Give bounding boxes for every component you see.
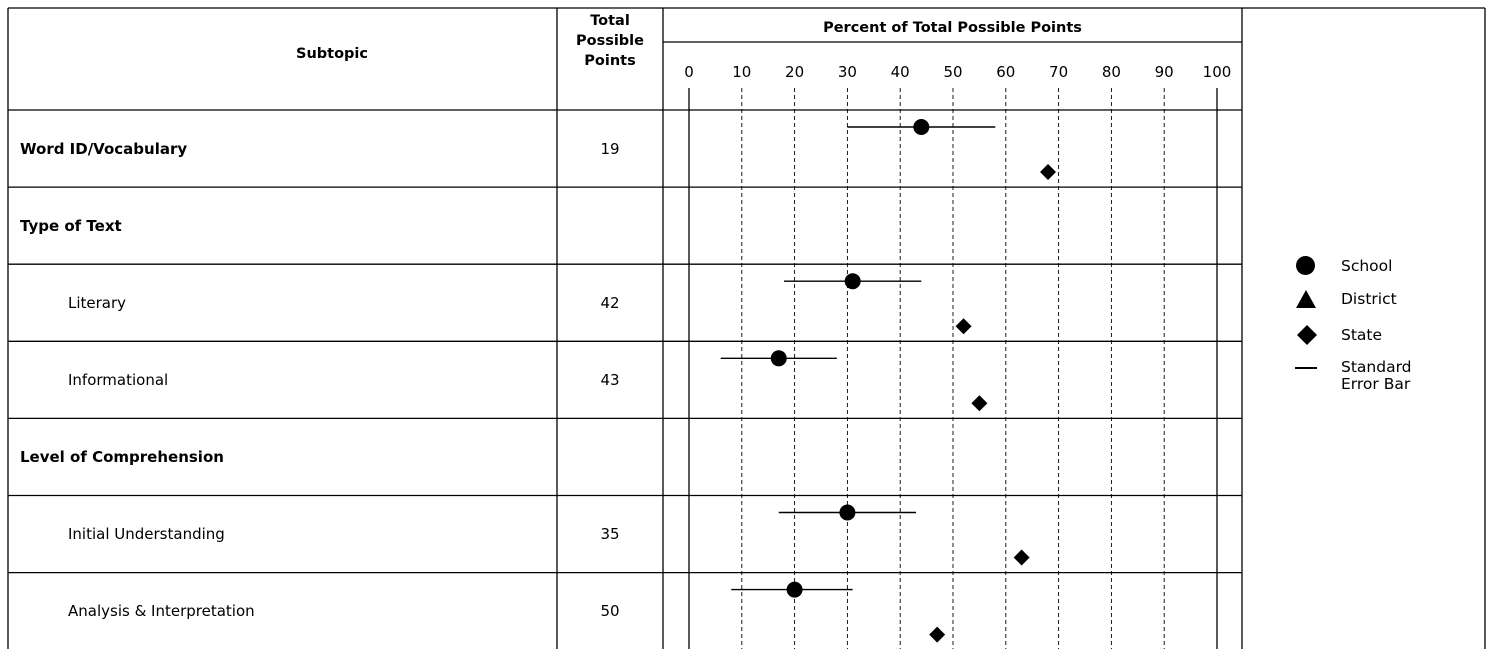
x-tick-label: 90 <box>1154 63 1174 81</box>
row-total-points: 43 <box>600 370 620 389</box>
row-label: Level of Comprehension <box>20 447 224 466</box>
legend: School District State Standard Error Bar <box>1292 254 1482 399</box>
error-bar-icon <box>1295 367 1317 369</box>
state-point <box>1013 549 1030 566</box>
legend-district-label: District <box>1341 290 1397 308</box>
row-label: Type of Text <box>20 216 122 235</box>
x-tick-label: 60 <box>996 63 1016 81</box>
row-total-points: 35 <box>600 525 620 544</box>
x-tick-label: 80 <box>1101 63 1121 81</box>
x-tick-label: 20 <box>785 63 805 81</box>
legend-state: State <box>1292 325 1482 359</box>
legend-error-bar: Standard Error Bar <box>1292 359 1482 399</box>
subtopic-header: Subtopic <box>296 46 368 62</box>
x-tick-label: 40 <box>890 63 910 81</box>
row-label: Informational <box>68 370 169 389</box>
school-point <box>839 504 856 521</box>
state-point <box>929 626 946 643</box>
row-label: Word ID/Vocabulary <box>20 139 188 158</box>
state-point <box>971 395 988 412</box>
total-points-header-line1: Total <box>590 13 630 29</box>
row-total-points <box>557 418 663 495</box>
x-tick-label: 10 <box>732 63 752 81</box>
school-point <box>913 119 930 135</box>
row-total-points: 50 <box>600 602 620 621</box>
x-tick-label: 100 <box>1202 63 1232 81</box>
legend-error-bar-line1: Standard <box>1341 358 1412 376</box>
row-label: Literary <box>68 293 127 312</box>
circle-icon <box>1296 256 1315 275</box>
school-point <box>786 581 803 598</box>
legend-district: District <box>1292 288 1482 325</box>
legend-error-bar-label: Standard Error Bar <box>1341 359 1412 393</box>
x-tick-label: 70 <box>1049 63 1069 81</box>
school-point <box>770 350 787 367</box>
legend-school-label: School <box>1341 257 1393 275</box>
triangle-icon <box>1296 290 1316 308</box>
x-tick-label: 0 <box>684 63 694 81</box>
row-total-points <box>557 187 663 264</box>
state-point <box>1040 164 1057 180</box>
row-total-points: 42 <box>600 293 620 312</box>
legend-school: School <box>1292 254 1482 288</box>
legend-state-label: State <box>1341 326 1383 344</box>
total-points-header: Total Possible Points <box>565 11 655 71</box>
school-point <box>844 273 861 290</box>
percent-title: Percent of Total Possible Points <box>823 20 1082 36</box>
row-label: Analysis & Interpretation <box>68 602 255 621</box>
total-points-header-line3: Points <box>584 53 636 69</box>
row-total-points: 19 <box>600 139 620 158</box>
total-points-header-line2: Possible <box>575 33 644 49</box>
row-label: Initial Understanding <box>68 525 225 544</box>
legend-error-bar-line2: Error Bar <box>1341 375 1411 393</box>
diamond-icon <box>1297 325 1317 345</box>
x-tick-label: 50 <box>943 63 963 81</box>
x-tick-label: 30 <box>837 63 857 81</box>
state-point <box>955 318 972 335</box>
